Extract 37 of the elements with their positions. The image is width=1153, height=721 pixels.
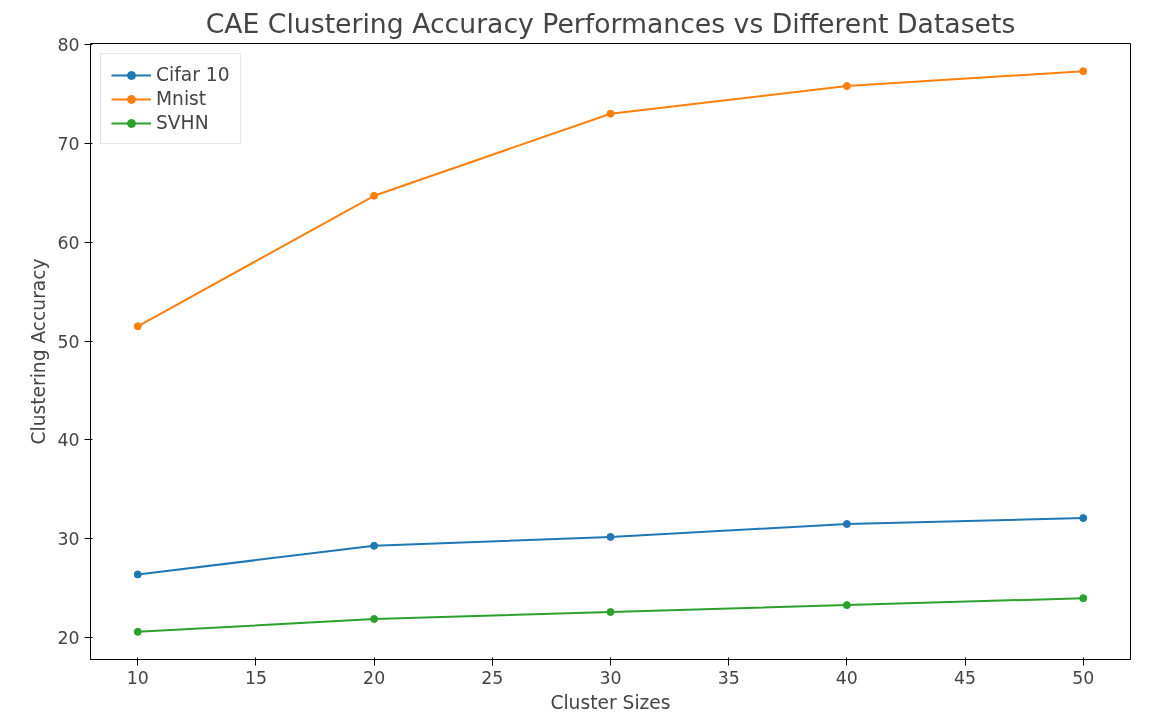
point	[606, 532, 615, 541]
point	[842, 520, 851, 529]
x-tick-label: 35	[717, 667, 740, 688]
y-tick-label: 30	[57, 529, 80, 550]
point	[606, 608, 615, 617]
y-axis-title: Clustering Accuracy	[28, 258, 50, 445]
y-tick-label: 80	[57, 34, 80, 55]
legend-label: Mnist	[156, 88, 207, 109]
chart-title: CAE Clustering Accuracy Performances vs Different Datasets	[205, 7, 1016, 39]
point	[133, 570, 142, 579]
x-tick-label: 10	[126, 667, 149, 688]
point	[370, 191, 379, 200]
x-axis-title: Cluster Sizes	[550, 691, 671, 713]
point	[1079, 514, 1088, 523]
y-tick-label: 40	[57, 430, 80, 451]
y-tick-label: 50	[57, 331, 80, 352]
x-tick-label: 45	[954, 667, 977, 688]
point	[1079, 67, 1088, 76]
x-tick-label: 20	[363, 667, 386, 688]
point	[842, 601, 851, 610]
point	[133, 627, 142, 636]
y-tick-label: 20	[57, 628, 80, 649]
x-tick-label: 30	[599, 667, 622, 688]
x-tick-label: 15	[244, 667, 267, 688]
point	[1079, 594, 1088, 603]
x-tick-label: 25	[481, 667, 504, 688]
x-tick-label: 50	[1072, 667, 1095, 688]
x-tick-label: 40	[835, 667, 858, 688]
y-tick-label: 70	[57, 133, 80, 154]
point	[370, 541, 379, 550]
point	[606, 109, 615, 118]
point	[842, 82, 851, 91]
point	[133, 322, 142, 331]
point	[370, 614, 379, 623]
legend-label: SVHN	[156, 112, 209, 133]
y-tick-label: 60	[57, 232, 80, 253]
legend-label: Cifar 10	[156, 64, 230, 85]
